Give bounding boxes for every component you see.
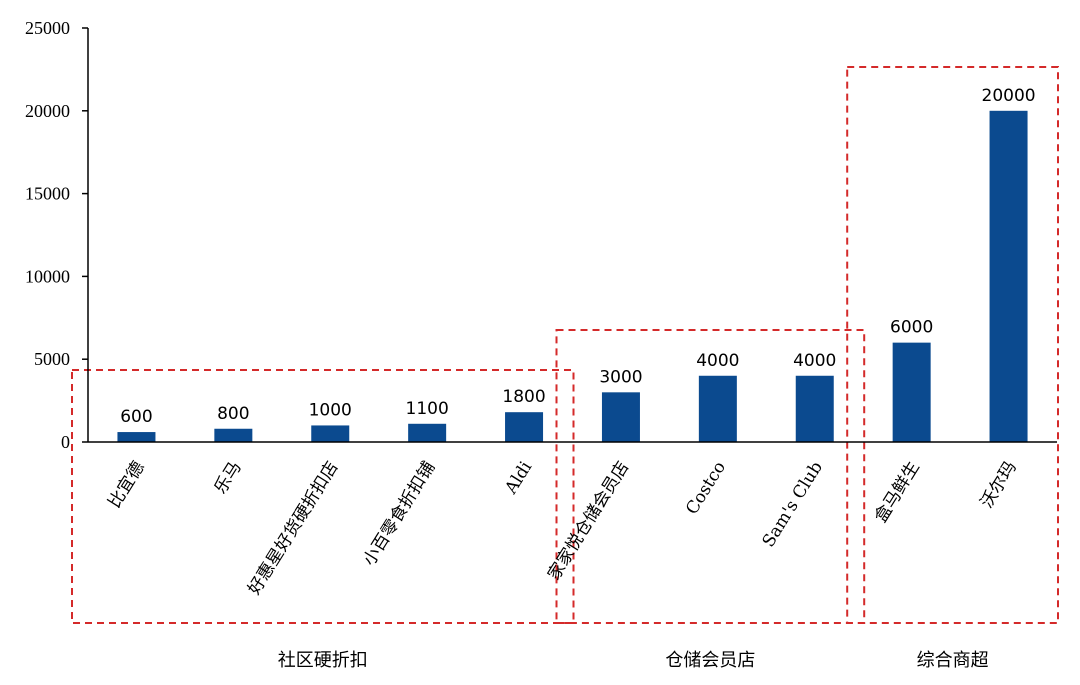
group-label: 仓储会员店 [665, 650, 755, 671]
bar [892, 342, 931, 442]
bar [505, 412, 544, 442]
y-tick-label: 10000 [25, 266, 70, 286]
bar [989, 110, 1028, 443]
data-label: 6000 [890, 318, 933, 338]
bar [795, 375, 834, 442]
y-tick-label: 0 [61, 432, 70, 452]
group-label: 综合商超 [917, 650, 989, 671]
y-tick-label: 25000 [25, 18, 70, 38]
category-label: 家家悦仓储会员店 [544, 458, 633, 584]
group-label: 社区硬折扣 [278, 650, 368, 671]
group-boxes [71, 66, 1060, 624]
category-label: Aldi [501, 458, 537, 499]
y-tick-label: 15000 [25, 184, 70, 204]
data-label: 1100 [406, 399, 449, 419]
category-label: 好惠星好货硬折扣店 [244, 458, 342, 598]
bar [698, 375, 737, 442]
category-label: 乐马 [211, 458, 246, 497]
bar [408, 423, 447, 442]
data-label: 800 [217, 404, 249, 424]
data-labels: 600 800 1000 1100 1800 3000 4000 4000 6000 20000 [120, 86, 1035, 427]
data-label: 20000 [982, 86, 1036, 106]
data-label: 3000 [599, 367, 642, 387]
data-label: 1000 [309, 400, 352, 420]
category-label: Sam's Club [759, 458, 827, 551]
y-tick-label: 5000 [34, 349, 70, 369]
y-axis-ticks: 0 5000 10000 15000 20000 25000 [25, 18, 88, 452]
bar [311, 425, 350, 442]
category-label: 盒马鲜生 [871, 458, 924, 526]
data-label: 600 [120, 407, 152, 427]
bar [117, 432, 156, 442]
data-label: 1800 [502, 387, 545, 407]
category-label: 比宜德 [105, 458, 149, 512]
data-label: 4000 [696, 351, 739, 371]
group-labels: 社区硬折扣 仓储会员店 综合商超 [278, 650, 989, 671]
y-tick-label: 20000 [25, 101, 70, 121]
category-label: Costco [682, 458, 730, 518]
bar [601, 392, 640, 442]
bar [214, 428, 253, 442]
group-box [71, 369, 575, 624]
category-label: 小百零食折扣铺 [359, 458, 439, 570]
category-label: 沃尔玛 [977, 458, 1021, 512]
data-label: 4000 [793, 351, 836, 371]
bars [117, 110, 1028, 443]
